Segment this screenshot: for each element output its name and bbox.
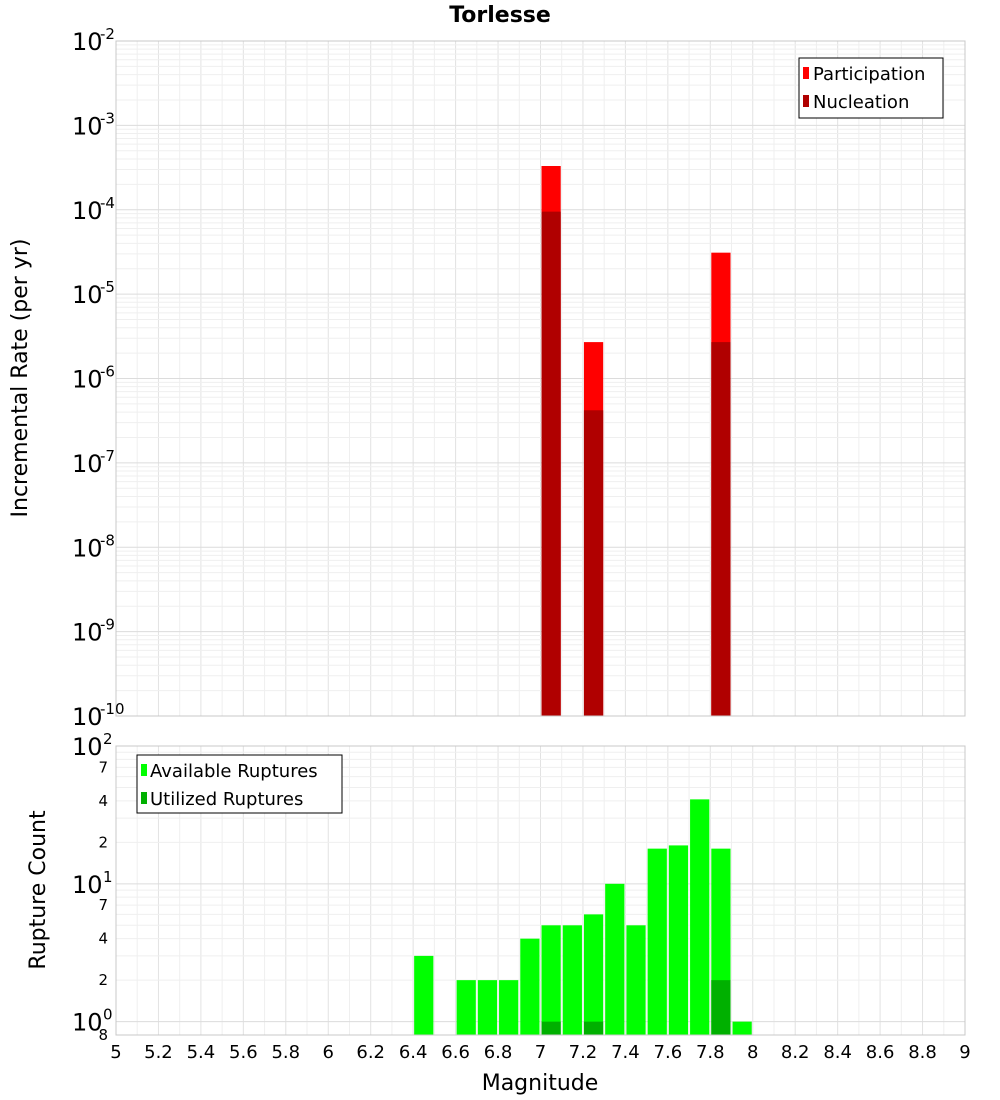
rate-y-tick-exponent: -6 — [100, 363, 115, 381]
rate-y-tick-exponent: -5 — [100, 278, 115, 296]
rate-y-tick-exponent: -3 — [100, 109, 115, 127]
count-legend-box — [136, 754, 343, 814]
legend-swatch-nucleation — [803, 95, 809, 107]
available-ruptures-bar — [732, 1021, 752, 1035]
rate-y-ticks: 10-210-310-410-510-610-710-810-910-10 — [72, 25, 125, 731]
rate-y-tick-label: 10 — [72, 619, 103, 647]
x-tick-label: 5.2 — [144, 1042, 173, 1063]
x-tick-label: 8 — [747, 1042, 758, 1063]
rate-grid — [115, 41, 966, 717]
rate-bars — [541, 166, 731, 717]
count-y-tick-exponent: 0 — [103, 1006, 113, 1024]
available-ruptures-bar — [690, 799, 710, 1035]
x-tick-label: 5.4 — [187, 1042, 216, 1063]
available-ruptures-bar — [520, 938, 540, 1035]
x-tick-label: 7.4 — [611, 1042, 640, 1063]
available-ruptures-bar — [605, 883, 625, 1035]
legend-label-available: Available Ruptures — [150, 761, 318, 782]
x-axis-title: Magnitude — [482, 1071, 599, 1096]
legend-label-nucleation: Nucleation — [813, 92, 909, 113]
count-y-minor-tick-label: 2 — [98, 833, 108, 851]
rate-y-tick-label: 10 — [72, 534, 103, 562]
rate-y-tick-label: 10 — [72, 703, 103, 731]
available-ruptures-bar — [668, 845, 689, 1035]
count-y-minor-tick-label: 2 — [98, 971, 108, 989]
rate-y-tick-exponent: -8 — [100, 531, 115, 549]
rate-legend: Participation Nucleation — [798, 57, 944, 119]
count-y-minor-tick-label: 7 — [98, 758, 108, 776]
available-ruptures-bar — [583, 914, 604, 1035]
rate-y-tick-label: 10 — [72, 366, 103, 394]
nucleation-bar — [583, 410, 604, 716]
x-tick-label: 9 — [959, 1042, 970, 1063]
rate-y-tick-label: 10 — [72, 450, 103, 478]
rate-legend-box — [798, 57, 944, 119]
count-y-tick-label: 10 — [72, 1009, 103, 1037]
x-tick-label: 5 — [110, 1042, 121, 1063]
rate-y-tick-exponent: -10 — [100, 700, 125, 718]
available-ruptures-bar — [477, 980, 498, 1035]
x-tick-label: 5.6 — [229, 1042, 258, 1063]
count-legend: Available Ruptures Utilized Ruptures — [136, 754, 343, 814]
utilized-ruptures-bar — [583, 1021, 604, 1035]
x-tick-label: 6.2 — [356, 1042, 385, 1063]
rate-panel: 10-210-310-410-510-610-710-810-910-10 In… — [8, 25, 966, 731]
x-tick-label: 7.8 — [696, 1042, 725, 1063]
rate-plot-border — [115, 40, 966, 717]
count-y-tick-exponent: 1 — [103, 868, 113, 886]
utilized-ruptures-bar — [541, 1021, 561, 1035]
x-tick-label: 8.2 — [781, 1042, 810, 1063]
x-tick-label: 6.8 — [484, 1042, 513, 1063]
count-y-minor-tick-label: 7 — [98, 896, 108, 914]
rate-y-tick-exponent: -7 — [100, 447, 115, 465]
x-tick-label: 6 — [323, 1042, 334, 1063]
legend-swatch-utilized — [141, 792, 147, 804]
legend-label-utilized: Utilized Ruptures — [150, 789, 303, 810]
rate-y-tick-exponent: -4 — [100, 194, 115, 212]
x-tick-label: 5.8 — [271, 1042, 300, 1063]
available-ruptures-bar — [562, 925, 582, 1035]
available-ruptures-bar — [456, 980, 476, 1035]
rate-y-tick-label: 10 — [72, 281, 103, 309]
available-ruptures-bar — [626, 925, 646, 1035]
count-y-minor-tick-label: 4 — [98, 930, 108, 948]
rate-y-tick-label: 10 — [72, 28, 103, 56]
rate-y-tick-label: 10 — [72, 197, 103, 225]
available-ruptures-bar — [647, 848, 667, 1035]
count-y-tick-label: 10 — [72, 871, 103, 899]
count-y-minor-tick-label: 8 — [98, 1026, 108, 1044]
x-tick-label: 7.2 — [569, 1042, 598, 1063]
legend-swatch-participation — [803, 67, 809, 79]
x-tick-label: 7.6 — [654, 1042, 683, 1063]
x-tick-label: 8.8 — [908, 1042, 937, 1063]
x-ticks: 5 5.2 5.4 5.6 5.8 6 6.2 6.4 6.6 6.8 7 7.2 7.4 7.6 7.8 8… — [110, 1042, 970, 1063]
x-tick-label: 8.4 — [823, 1042, 852, 1063]
rate-y-tick-label: 10 — [72, 112, 103, 140]
count-y-minor-tick-label: 4 — [98, 792, 108, 810]
x-tick-label: 7 — [535, 1042, 546, 1063]
available-ruptures-bar — [541, 925, 561, 1035]
count-y-tick-label: 10 — [72, 733, 103, 761]
utilized-ruptures-bar — [711, 980, 731, 1035]
rate-y-axis-title: Incremental Rate (per yr) — [8, 239, 33, 518]
chart-title: Torlesse — [449, 3, 551, 28]
count-bars — [414, 799, 752, 1035]
nucleation-bar — [541, 211, 561, 716]
count-plot-border — [115, 745, 966, 1036]
nucleation-bar — [711, 342, 731, 716]
x-tick-label: 6.4 — [399, 1042, 428, 1063]
rate-y-tick-exponent: -2 — [100, 25, 115, 43]
x-tick-label: 8.6 — [866, 1042, 895, 1063]
rate-y-tick-exponent: -9 — [100, 616, 115, 634]
count-y-axis-title: Rupture Count — [26, 810, 51, 970]
legend-label-participation: Participation — [813, 64, 925, 85]
count-y-tick-exponent: 2 — [103, 730, 113, 748]
available-ruptures-bar — [499, 980, 519, 1035]
x-tick-label: 6.6 — [441, 1042, 470, 1063]
available-ruptures-bar — [414, 955, 434, 1035]
legend-swatch-available — [141, 764, 147, 776]
